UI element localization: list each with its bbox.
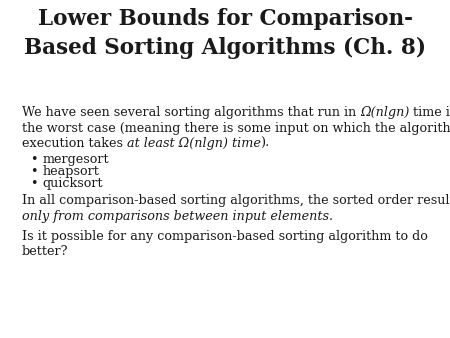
Text: Is it possible for any comparison-based sorting algorithm to do: Is it possible for any comparison-based …: [22, 230, 428, 243]
Text: heapsort: heapsort: [43, 165, 99, 178]
Text: Lower Bounds for Comparison-
Based Sorting Algorithms (Ch. 8): Lower Bounds for Comparison- Based Sorti…: [24, 8, 426, 58]
Text: ).: ).: [261, 137, 270, 150]
Text: •: •: [31, 165, 38, 178]
Text: mergesort: mergesort: [43, 153, 109, 166]
Text: We have seen several sorting algorithms that run in: We have seen several sorting algorithms …: [22, 106, 360, 119]
Text: only from comparisons between input elements.: only from comparisons between input elem…: [22, 210, 333, 222]
Text: the worst case (meaning there is some input on which the algorithm: the worst case (meaning there is some in…: [22, 122, 450, 135]
Text: better?: better?: [22, 245, 68, 258]
Text: In all comparison-based sorting algorithms, the sorted order results: In all comparison-based sorting algorith…: [22, 194, 450, 207]
Text: execution takes: execution takes: [22, 137, 126, 150]
Text: •: •: [31, 153, 38, 166]
Text: Ω(nlgn): Ω(nlgn): [360, 106, 409, 119]
Text: execution takes: execution takes: [22, 137, 126, 150]
Text: at least Ω(nlgn) time: at least Ω(nlgn) time: [126, 137, 261, 150]
Text: We have seen several sorting algorithms that run in: We have seen several sorting algorithms …: [22, 106, 360, 119]
Text: time in: time in: [409, 106, 450, 119]
Text: quicksort: quicksort: [43, 177, 104, 190]
Text: •: •: [31, 177, 38, 190]
